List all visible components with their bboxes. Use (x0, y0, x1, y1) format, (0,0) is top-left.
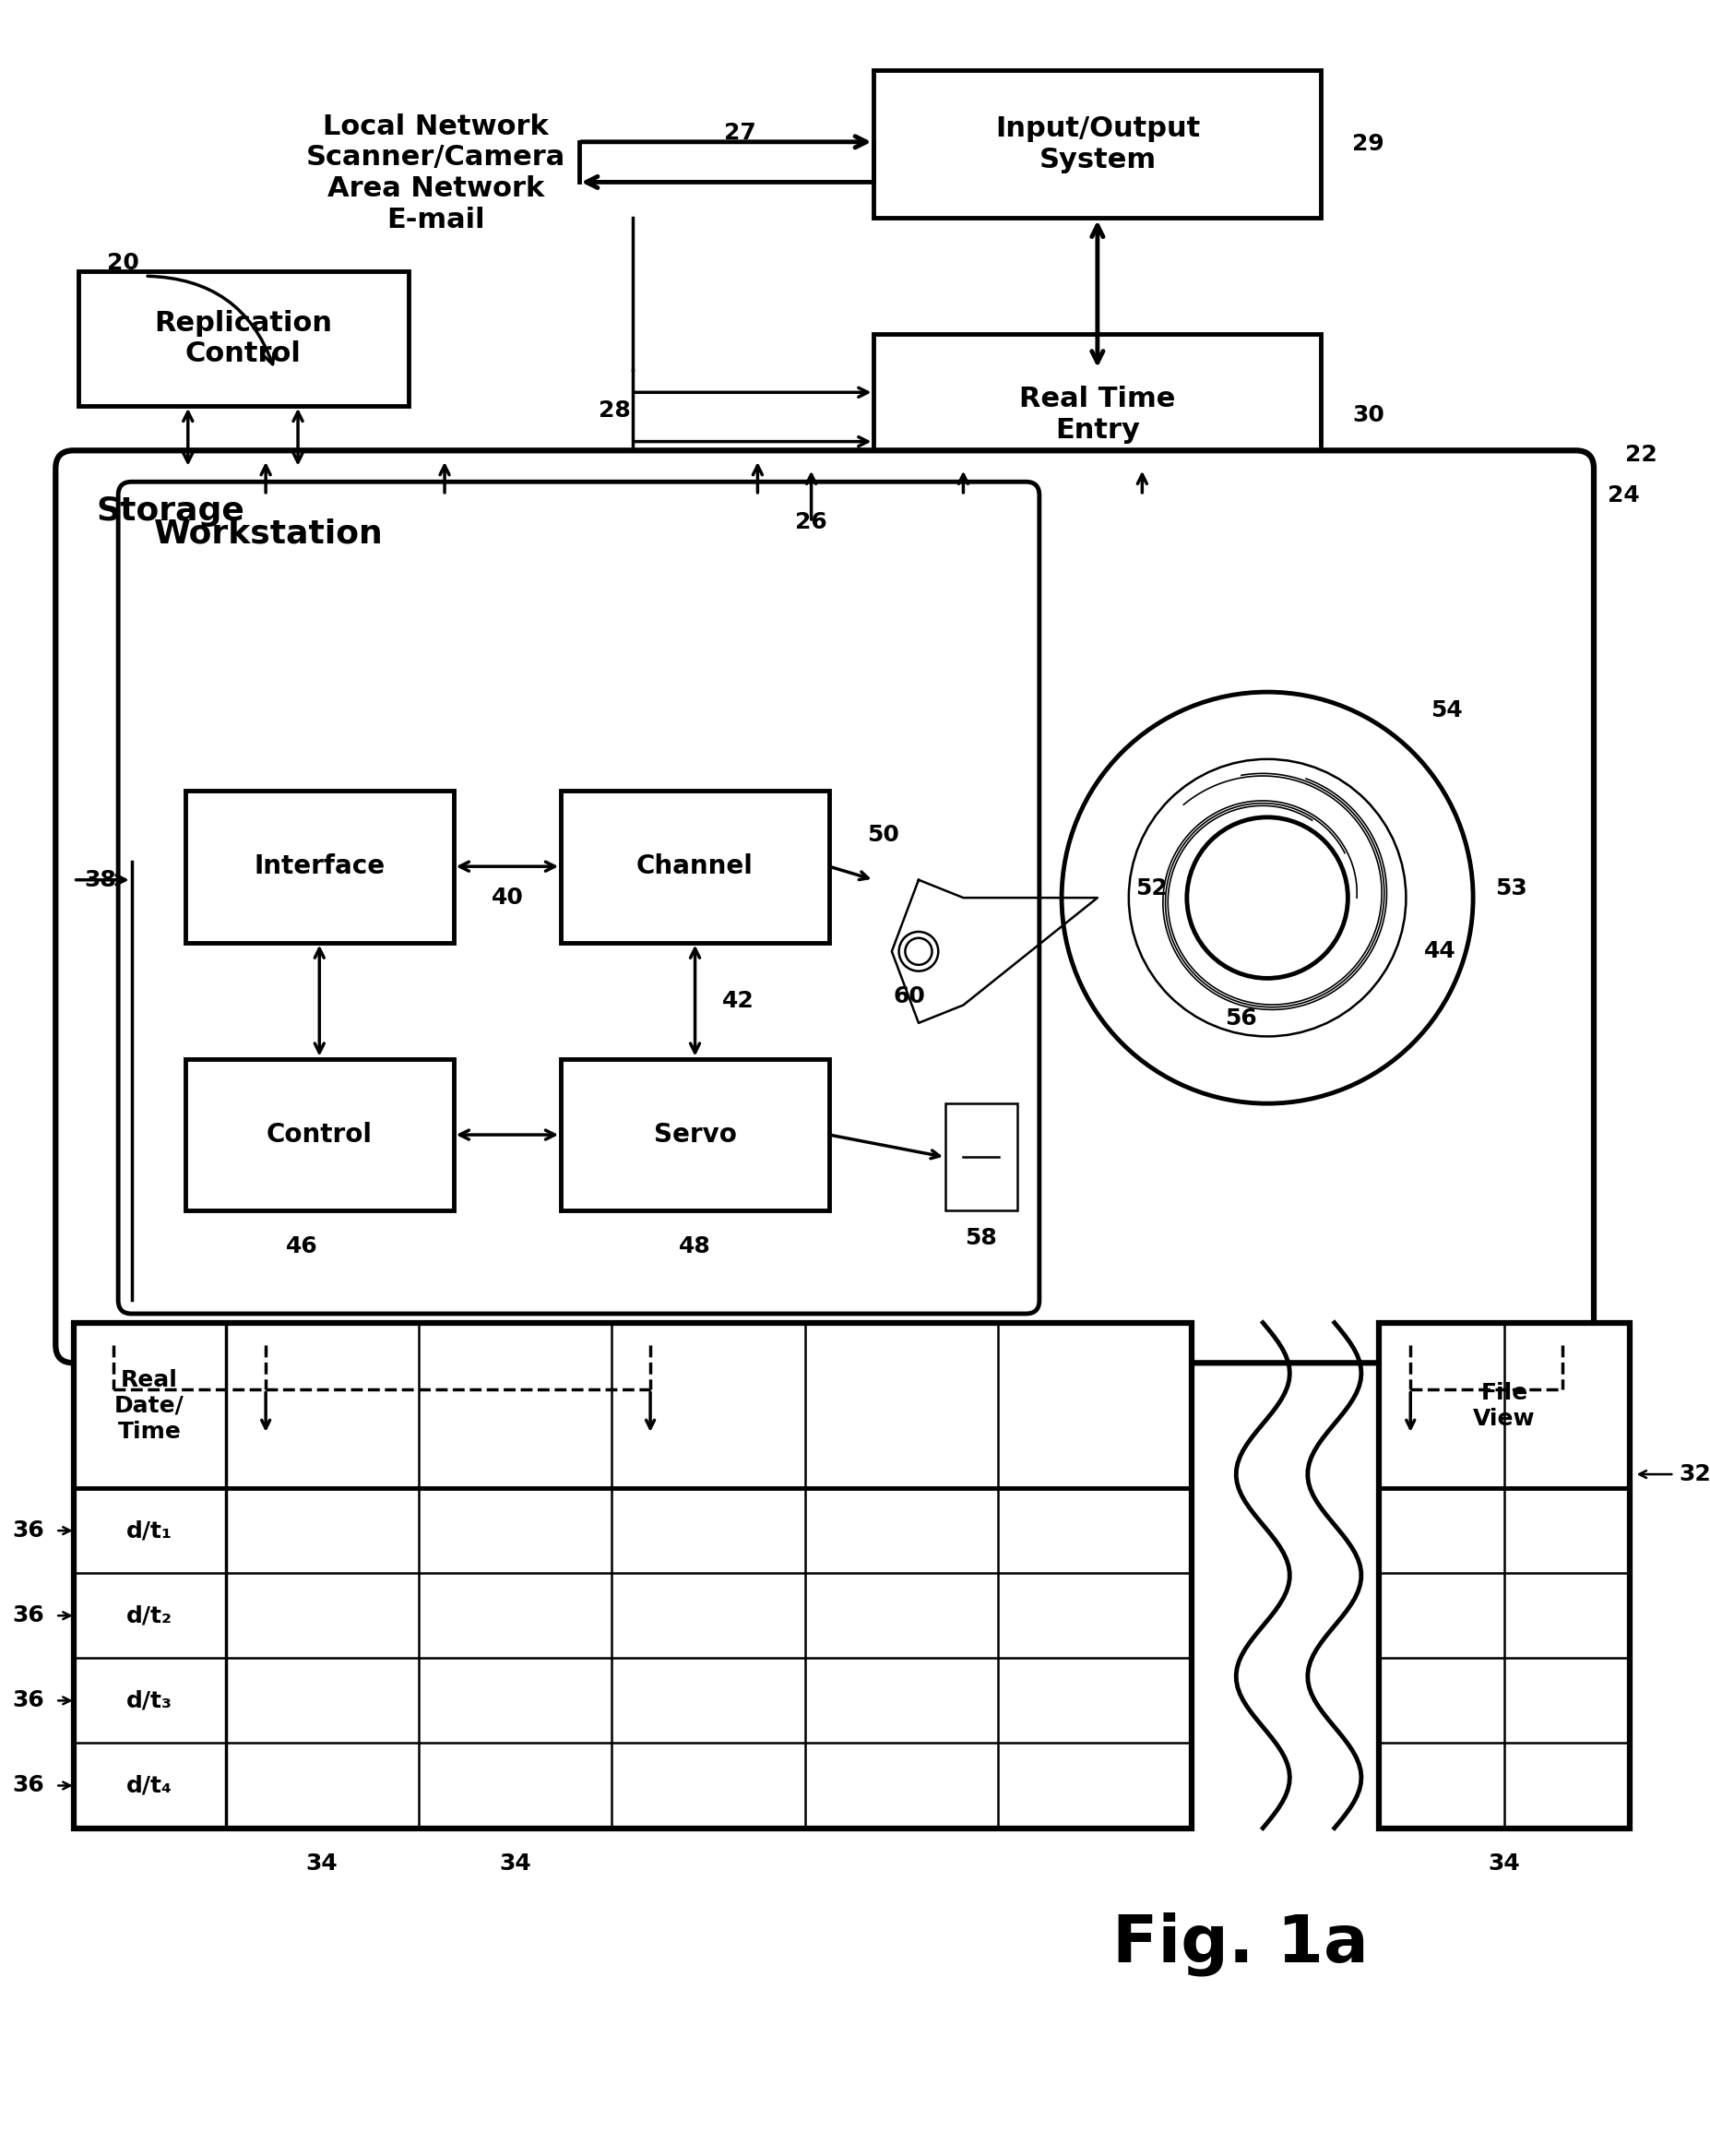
Circle shape (899, 931, 939, 970)
Text: 28: 28 (598, 399, 631, 420)
Text: 36: 36 (12, 1774, 44, 1796)
Text: Servo: Servo (653, 1121, 737, 1147)
Text: Input/Output
System: Input/Output System (995, 114, 1200, 172)
Text: 44: 44 (1424, 940, 1455, 962)
Text: 34: 34 (1488, 1852, 1520, 1876)
Text: 58: 58 (964, 1227, 997, 1248)
Text: 24: 24 (1607, 485, 1640, 507)
Text: 36: 36 (12, 1520, 44, 1542)
Circle shape (905, 938, 932, 966)
Text: 56: 56 (1224, 1007, 1257, 1031)
Text: Workstation: Workstation (154, 517, 383, 550)
Bar (874, 71, 1322, 218)
Text: 42: 42 (722, 990, 754, 1011)
Text: 22: 22 (1624, 444, 1657, 466)
FancyBboxPatch shape (56, 451, 1594, 1363)
Text: d/t₃: d/t₃ (127, 1690, 173, 1712)
Bar (74, 1322, 1192, 1828)
Text: 54: 54 (1430, 699, 1462, 720)
Text: 53: 53 (1496, 877, 1527, 899)
Text: 30: 30 (1353, 403, 1385, 425)
Text: 40: 40 (491, 886, 523, 910)
Bar (185, 1059, 453, 1212)
Text: 36: 36 (12, 1604, 44, 1626)
Text: 20: 20 (106, 252, 139, 274)
Text: 60: 60 (894, 985, 925, 1007)
Text: d/t₄: d/t₄ (127, 1774, 173, 1796)
Text: 48: 48 (679, 1235, 711, 1257)
Text: Real Time
Entry: Real Time Entry (1019, 386, 1175, 444)
Text: 29: 29 (1353, 134, 1385, 155)
Text: Local Network
Scanner/Camera
Area Network
E-mail: Local Network Scanner/Camera Area Networ… (306, 114, 566, 233)
Text: 26: 26 (795, 511, 828, 533)
Bar (561, 1059, 829, 1212)
Text: d/t₂: d/t₂ (127, 1604, 173, 1626)
Bar (1380, 1322, 1630, 1828)
Text: Storage: Storage (96, 496, 245, 526)
Bar (185, 791, 453, 942)
Bar (874, 334, 1322, 496)
Text: 34: 34 (306, 1852, 339, 1876)
Text: 50: 50 (867, 824, 899, 845)
Text: d/t₁: d/t₁ (127, 1520, 173, 1542)
FancyBboxPatch shape (118, 481, 1040, 1313)
Text: Real
Date/
Time: Real Date/ Time (115, 1369, 185, 1442)
Text: File
View: File View (1474, 1382, 1536, 1429)
Text: Replication
Control: Replication Control (154, 310, 332, 367)
Text: Channel: Channel (636, 854, 754, 880)
Text: Interface: Interface (253, 854, 385, 880)
Text: Fig. 1a: Fig. 1a (1113, 1912, 1368, 1977)
Text: 46: 46 (286, 1235, 318, 1257)
Text: 52: 52 (1135, 877, 1168, 899)
Bar (79, 272, 409, 405)
Bar (561, 791, 829, 942)
Text: 32: 32 (1679, 1464, 1710, 1485)
Text: 27: 27 (723, 123, 756, 144)
Text: 34: 34 (499, 1852, 532, 1876)
Bar (946, 1104, 1017, 1212)
Text: 38: 38 (84, 869, 116, 890)
Text: Control: Control (267, 1121, 373, 1147)
Text: 36: 36 (12, 1690, 44, 1712)
